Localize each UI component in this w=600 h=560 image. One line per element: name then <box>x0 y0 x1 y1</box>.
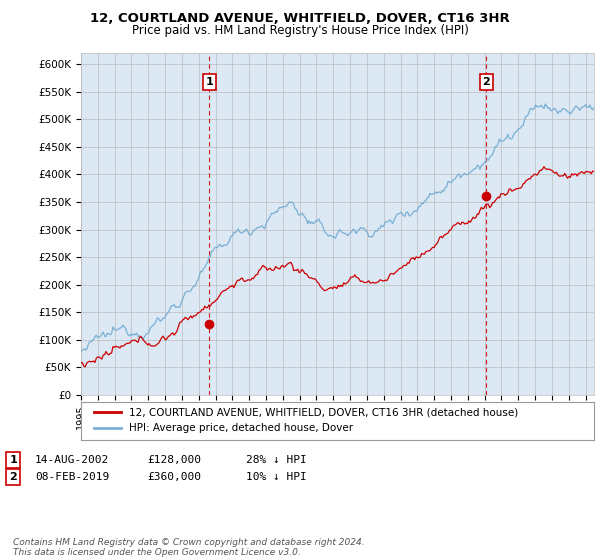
Text: 2: 2 <box>482 77 490 87</box>
Text: 14-AUG-2002: 14-AUG-2002 <box>35 455 109 465</box>
Text: 12, COURTLAND AVENUE, WHITFIELD, DOVER, CT16 3HR: 12, COURTLAND AVENUE, WHITFIELD, DOVER, … <box>90 12 510 25</box>
Text: 08-FEB-2019: 08-FEB-2019 <box>35 472 109 482</box>
Text: 10% ↓ HPI: 10% ↓ HPI <box>246 472 307 482</box>
Text: 1: 1 <box>205 77 213 87</box>
Legend: 12, COURTLAND AVENUE, WHITFIELD, DOVER, CT16 3HR (detached house), HPI: Average : 12, COURTLAND AVENUE, WHITFIELD, DOVER, … <box>91 404 522 437</box>
Text: 2: 2 <box>10 472 17 482</box>
Text: Contains HM Land Registry data © Crown copyright and database right 2024.
This d: Contains HM Land Registry data © Crown c… <box>13 538 365 557</box>
Text: £128,000: £128,000 <box>147 455 201 465</box>
Text: Price paid vs. HM Land Registry's House Price Index (HPI): Price paid vs. HM Land Registry's House … <box>131 24 469 36</box>
Text: 1: 1 <box>10 455 17 465</box>
Text: £360,000: £360,000 <box>147 472 201 482</box>
Text: 28% ↓ HPI: 28% ↓ HPI <box>246 455 307 465</box>
